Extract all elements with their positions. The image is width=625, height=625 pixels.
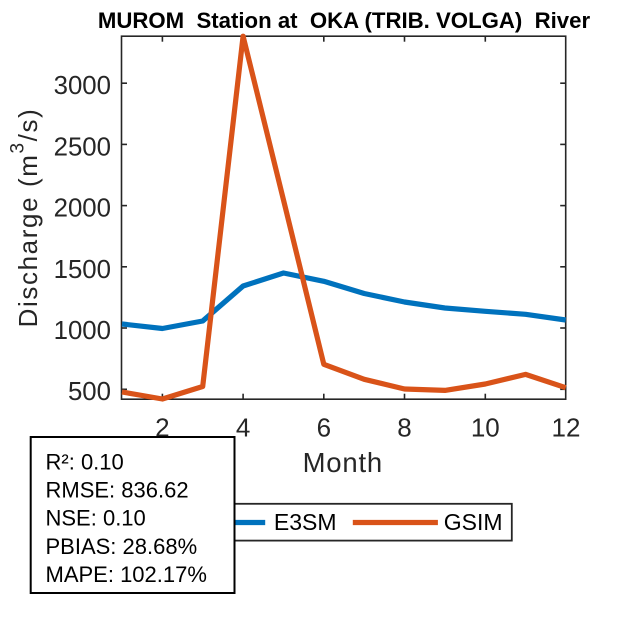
svg-text:NSE: 0.10: NSE: 0.10 [46, 506, 146, 531]
svg-text:Discharge (m3/s): Discharge (m3/s) [8, 108, 44, 328]
svg-text:10: 10 [471, 413, 500, 443]
svg-text:RMSE: 836.62: RMSE: 836.62 [46, 478, 189, 503]
svg-text:4: 4 [236, 413, 250, 443]
svg-text:8: 8 [397, 413, 411, 443]
svg-text:E3SM: E3SM [274, 509, 337, 535]
svg-text:6: 6 [317, 413, 331, 443]
svg-text:1500: 1500 [54, 256, 111, 284]
svg-text:MAPE: 102.17%: MAPE: 102.17% [46, 562, 207, 587]
svg-text:MUROM Station at OKA (TRIB.: MUROM Station at OKA (TRIB. VOLGA) River [98, 8, 591, 33]
svg-text:2500: 2500 [54, 133, 111, 161]
svg-text:PBIAS: 28.68%: PBIAS: 28.68% [46, 534, 198, 559]
svg-text:500: 500 [68, 378, 111, 406]
svg-text:2000: 2000 [54, 195, 111, 223]
svg-text:1000: 1000 [54, 317, 111, 345]
svg-text:R²: 0.10: R²: 0.10 [46, 449, 124, 474]
svg-text:12: 12 [552, 413, 581, 443]
svg-text:2: 2 [155, 413, 169, 443]
svg-text:3000: 3000 [54, 72, 111, 100]
svg-text:GSIM: GSIM [444, 509, 503, 535]
svg-text:Month: Month [303, 447, 383, 478]
